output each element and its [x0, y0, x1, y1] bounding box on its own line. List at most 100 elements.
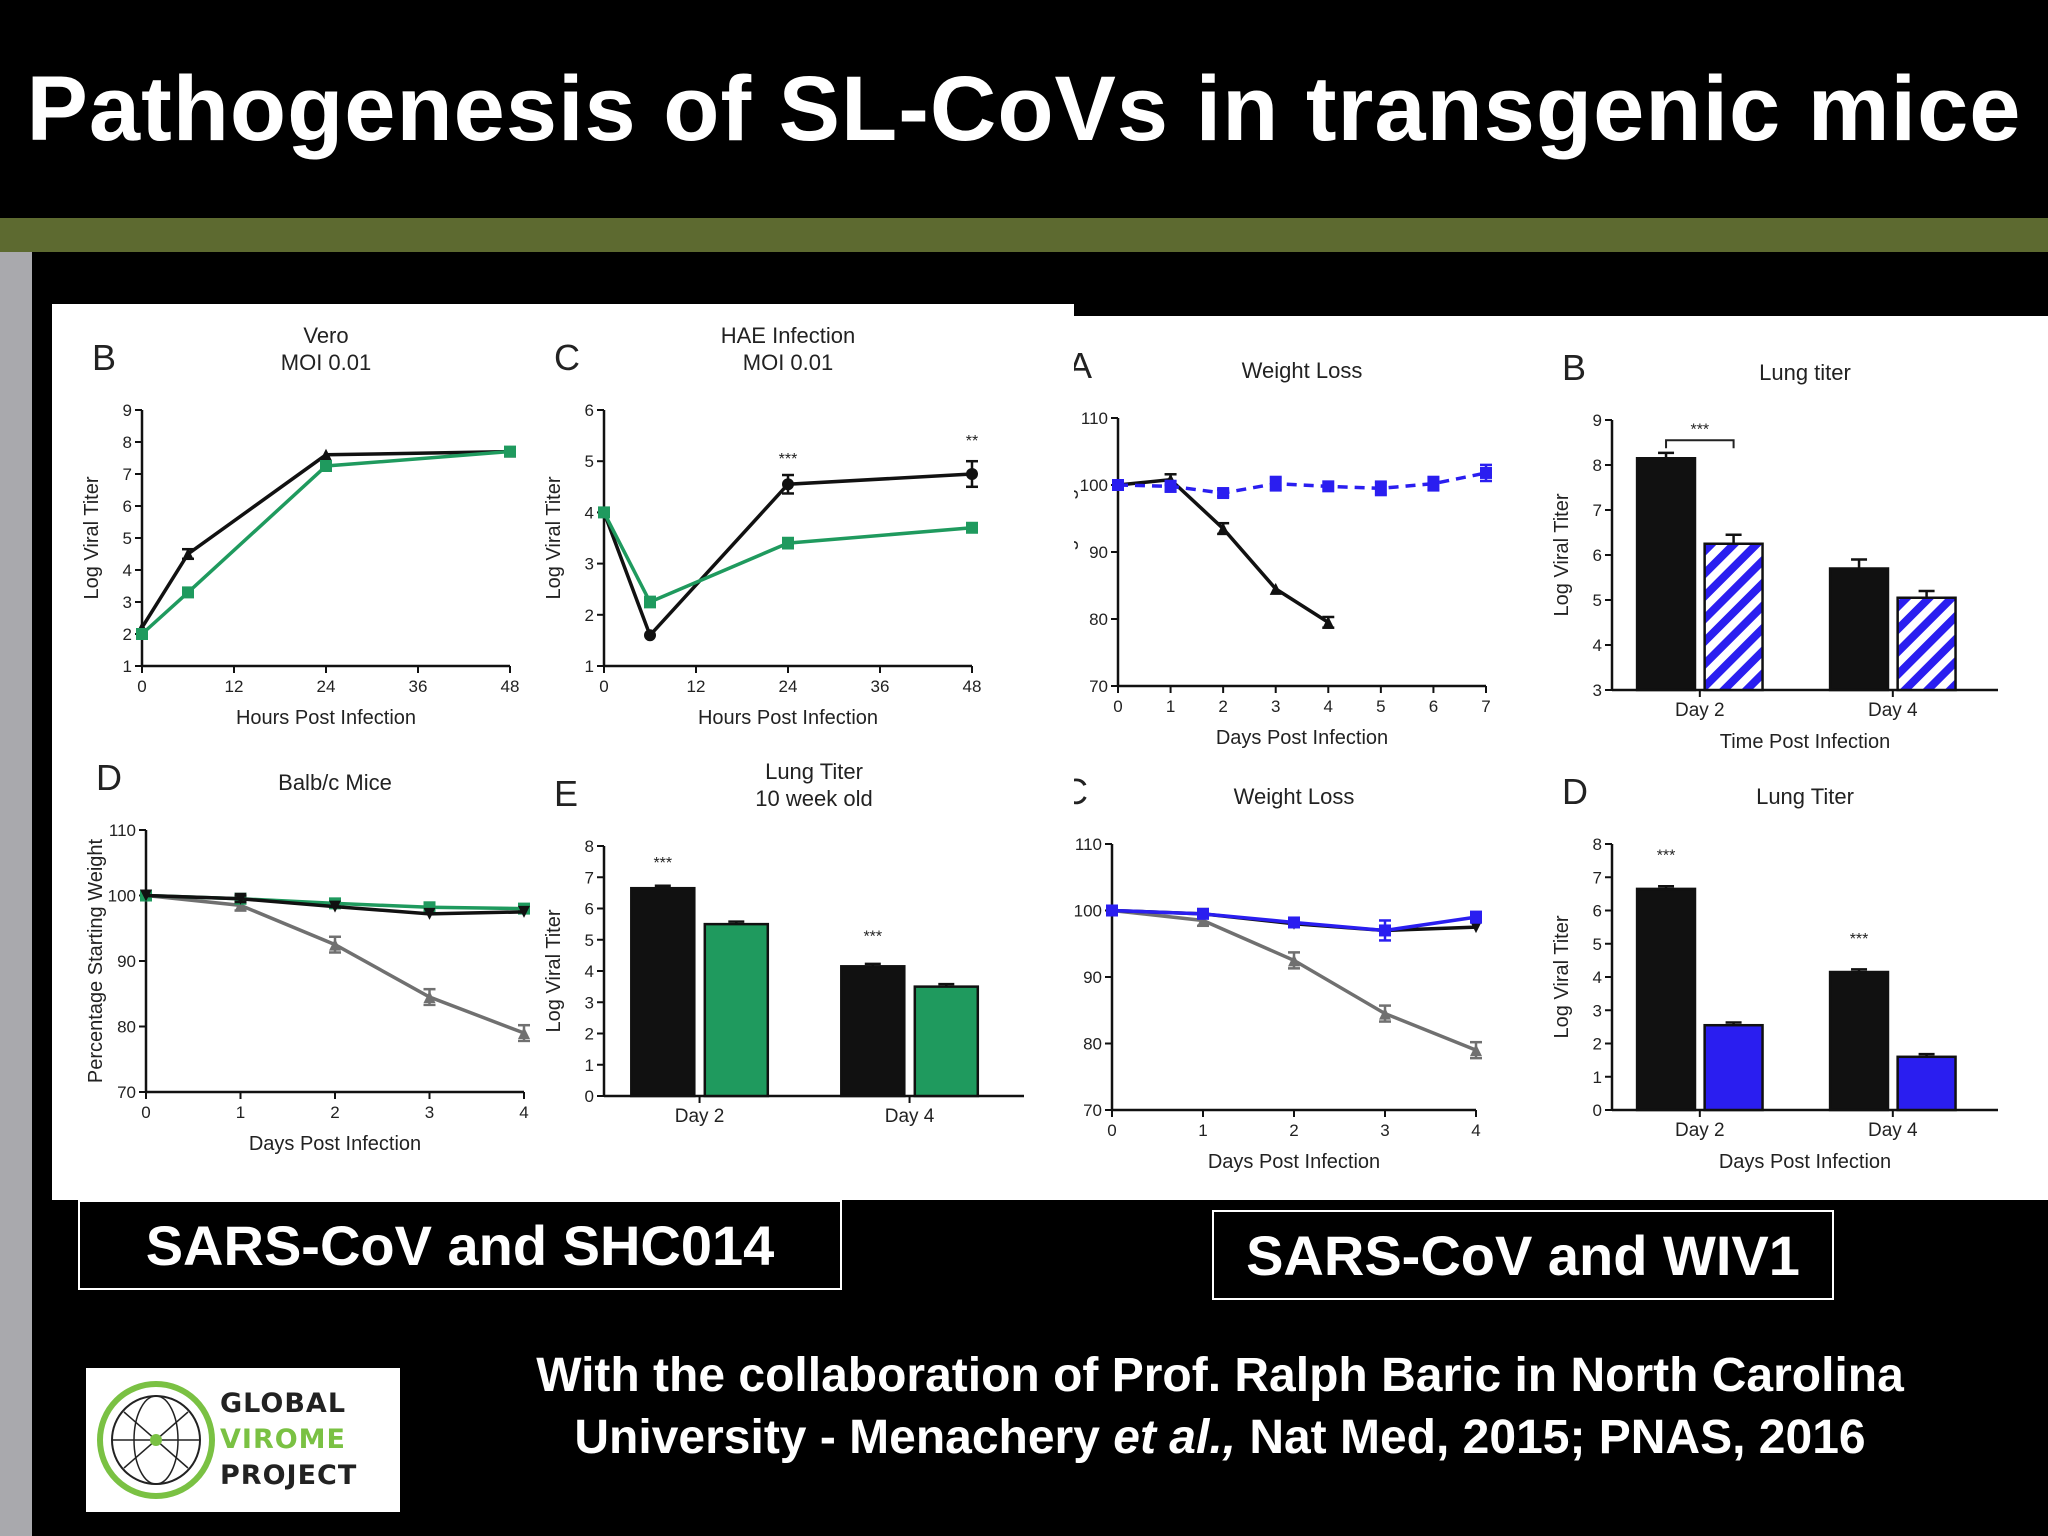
panel-letter: D — [1562, 771, 1588, 812]
data-point — [423, 991, 436, 1004]
y-tick-label: 5 — [1593, 591, 1602, 610]
y-tick-label: 80 — [1089, 610, 1108, 629]
data-point — [1269, 582, 1282, 595]
y-tick-label: 0 — [1593, 1101, 1602, 1120]
data-point — [182, 548, 194, 560]
bar-day-2-series-1 — [703, 922, 770, 1098]
y-tick-label: 3 — [585, 555, 594, 574]
significance-label: *** — [863, 928, 882, 945]
y-tick-label: 6 — [585, 401, 594, 420]
series-line-1 — [140, 449, 511, 636]
series-line-0 — [602, 472, 973, 639]
data-point — [1470, 1044, 1482, 1057]
y-tick-label: 4 — [585, 962, 594, 981]
chart-title: MOI 0.01 — [281, 350, 371, 375]
category-label: Day 2 — [1675, 700, 1725, 721]
bar-day-4-series-1 — [1896, 596, 1957, 692]
y-tick-label: 6 — [1593, 546, 1602, 565]
y-axis-label: Log Viral Titer — [1551, 493, 1573, 616]
y-axis-label: Percentage Starting Weight — [85, 838, 107, 1083]
y-tick-label: 7 — [585, 868, 594, 887]
x-tick-label: 3 — [425, 1103, 434, 1122]
slide-title: Pathogenesis of SL-CoVs in transgenic mi… — [26, 57, 2022, 160]
y-tick-label: 5 — [585, 931, 594, 950]
data-point — [329, 900, 341, 913]
x-axis-label: Time Post Infection — [1720, 731, 1890, 753]
y-tick-label: 110 — [109, 821, 136, 840]
x-tick-label: 7 — [1481, 697, 1490, 716]
x-axis-label: Days Post Infection — [1216, 727, 1388, 749]
series-line-0 — [140, 449, 511, 629]
panel-letter: B — [92, 337, 116, 378]
chart-right-A: 70 80 90 100 110 0 1 2 3 4 5 6 7 A Weight Loss Days Pos… — [1074, 345, 1492, 749]
credit-line-2: University - Menachery et al., Nat Med, … — [420, 1407, 2020, 1469]
data-point — [234, 892, 247, 905]
data-point — [782, 478, 794, 491]
data-point — [1470, 911, 1482, 924]
category-label: Day 4 — [885, 1106, 935, 1127]
y-tick-label: 100 — [1074, 902, 1102, 921]
y-tick-label: 2 — [1593, 1035, 1602, 1054]
chart-title: HAE Infection — [721, 323, 856, 348]
logo-text-project: PROJECT — [220, 1460, 358, 1491]
x-tick-label: 24 — [317, 677, 336, 696]
x-tick-label: 12 — [687, 677, 706, 696]
chart-title: Balb/c Mice — [278, 770, 392, 795]
category-label: Day 2 — [675, 1106, 725, 1127]
y-tick-label: 4 — [1593, 968, 1602, 987]
y-tick-label: 9 — [123, 401, 132, 420]
x-tick-label: 48 — [501, 677, 520, 696]
data-point — [1217, 522, 1230, 535]
y-tick-label: 2 — [123, 625, 132, 644]
y-tick-label: 100 — [1080, 476, 1108, 495]
y-tick-label: 8 — [1593, 456, 1602, 475]
caption-sars-shc014: SARS-CoV and SHC014 — [78, 1200, 842, 1290]
y-tick-label: 90 — [1089, 543, 1108, 562]
bar-day-4-series-0 — [1828, 567, 1890, 692]
chart-title: Lung Titer — [765, 759, 863, 784]
x-axis-label: Days Post Infection — [1719, 1151, 1891, 1173]
data-point — [504, 445, 516, 458]
data-point — [320, 448, 332, 461]
bar-day-4-series-1 — [1896, 1055, 1957, 1112]
y-tick-label: 3 — [1593, 1001, 1602, 1020]
chart-left-D: 70 80 90 100 110 0 1 2 3 4 D Balb/c Mice Days Post I… — [85, 757, 530, 1155]
y-tick-label: 7 — [123, 465, 132, 484]
y-tick-label: 5 — [123, 529, 132, 548]
data-point — [518, 1027, 530, 1040]
x-tick-label: 0 — [599, 677, 608, 696]
series-line-1 — [602, 511, 973, 605]
credit-line-1: With the collaboration of Prof. Ralph Ba… — [536, 1349, 1904, 1402]
x-axis-label: Hours Post Infection — [236, 707, 416, 729]
panel-letter: E — [554, 773, 578, 814]
y-tick-label: 1 — [585, 1056, 594, 1075]
data-point — [329, 938, 341, 951]
data-point — [140, 889, 152, 902]
data-point — [234, 899, 247, 912]
x-tick-label: 0 — [1113, 697, 1122, 716]
y-tick-label: 7 — [1593, 868, 1602, 887]
data-point — [518, 905, 530, 918]
bar-day-2-series-1 — [1703, 1023, 1764, 1112]
x-tick-label: 24 — [779, 677, 798, 696]
y-tick-label: 70 — [1083, 1101, 1102, 1120]
panel-letter: C — [1074, 771, 1088, 812]
y-tick-label: 1 — [1593, 1068, 1602, 1087]
y-tick-label: 4 — [585, 503, 594, 522]
x-tick-label: 5 — [1376, 697, 1385, 716]
data-point — [1269, 477, 1282, 490]
data-point — [1322, 616, 1335, 629]
data-point — [1427, 477, 1440, 490]
chart-title: Weight Loss — [1234, 784, 1355, 809]
data-point — [1288, 916, 1300, 929]
x-tick-label: 2 — [1218, 697, 1227, 716]
x-tick-label: 1 — [1198, 1121, 1207, 1140]
data-point — [320, 460, 332, 472]
y-tick-label: 110 — [1075, 835, 1102, 854]
x-tick-label: 1 — [236, 1103, 245, 1122]
y-tick-label: 100 — [108, 887, 136, 906]
data-point — [1197, 907, 1209, 920]
y-tick-label: 8 — [1593, 835, 1602, 854]
data-point — [598, 506, 610, 519]
